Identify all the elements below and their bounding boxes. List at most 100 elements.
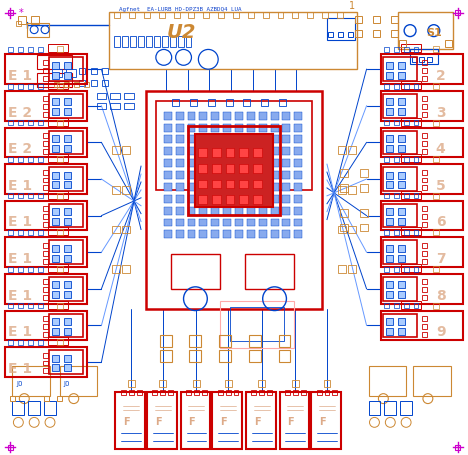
Bar <box>211 159 219 167</box>
Bar <box>43 360 48 365</box>
Bar <box>112 226 120 233</box>
Bar <box>386 281 393 288</box>
Bar <box>355 16 362 23</box>
Bar <box>52 182 59 188</box>
Bar <box>279 99 286 106</box>
Bar <box>414 267 418 272</box>
Bar <box>54 81 59 86</box>
Bar <box>398 208 405 215</box>
Bar <box>164 147 172 155</box>
Bar <box>114 12 120 18</box>
Bar <box>223 218 231 227</box>
Bar <box>433 83 439 89</box>
Bar <box>259 218 267 227</box>
Bar <box>91 68 96 74</box>
Bar <box>340 223 348 232</box>
Bar <box>43 332 48 337</box>
Bar <box>43 251 48 256</box>
Bar <box>188 230 196 238</box>
Bar <box>37 84 43 89</box>
Bar <box>31 16 39 24</box>
Bar <box>110 12 357 69</box>
Bar <box>259 390 264 395</box>
Bar <box>211 136 219 143</box>
Bar <box>8 10 13 15</box>
Bar <box>176 218 183 227</box>
Bar <box>338 32 344 37</box>
Bar <box>340 184 348 192</box>
Bar <box>52 245 59 252</box>
Bar <box>129 12 135 18</box>
Bar <box>146 91 322 308</box>
Text: *: * <box>18 8 23 18</box>
Bar <box>283 124 290 131</box>
Bar <box>43 353 48 358</box>
Bar <box>57 156 63 162</box>
Bar <box>394 157 399 162</box>
Bar <box>44 396 49 401</box>
Bar <box>65 245 71 252</box>
Bar <box>391 30 398 37</box>
Bar <box>455 445 460 450</box>
Bar <box>176 159 183 167</box>
Bar <box>381 127 462 157</box>
Bar <box>43 76 48 81</box>
Bar <box>37 157 43 162</box>
Bar <box>248 12 254 18</box>
Bar <box>301 390 306 395</box>
Bar <box>172 99 179 106</box>
Bar <box>43 222 48 227</box>
Bar <box>138 35 144 47</box>
Bar <box>43 141 48 146</box>
Bar <box>18 230 23 235</box>
Bar <box>43 279 48 284</box>
Bar <box>188 159 196 167</box>
Text: E 1: E 1 <box>8 289 33 303</box>
Bar <box>57 303 63 308</box>
Bar <box>153 390 157 395</box>
Bar <box>414 47 418 52</box>
Bar <box>386 72 393 79</box>
Bar <box>283 218 290 227</box>
Bar <box>423 258 427 263</box>
Bar <box>381 201 462 230</box>
Bar <box>43 133 48 138</box>
Bar <box>211 147 219 155</box>
Bar <box>212 164 220 172</box>
Bar <box>212 195 220 204</box>
Bar <box>322 12 328 18</box>
Bar <box>423 68 427 73</box>
Bar <box>146 35 152 47</box>
Bar <box>398 145 405 152</box>
Bar <box>52 318 59 325</box>
Bar <box>247 183 255 191</box>
Text: 7: 7 <box>436 252 446 266</box>
Bar <box>65 318 71 325</box>
Bar <box>235 195 243 203</box>
Bar <box>124 93 134 99</box>
Bar <box>423 149 427 154</box>
Bar <box>223 159 231 167</box>
Bar <box>223 124 231 131</box>
Bar <box>384 157 389 162</box>
Bar <box>13 366 50 396</box>
Bar <box>394 120 399 125</box>
Text: F: F <box>189 417 195 427</box>
Bar <box>394 230 399 235</box>
Bar <box>283 183 290 191</box>
Bar <box>198 164 207 172</box>
Text: 4: 4 <box>436 142 446 157</box>
Bar <box>65 255 71 262</box>
Bar <box>340 209 348 217</box>
Bar <box>52 69 62 77</box>
Bar <box>234 390 239 395</box>
Bar <box>8 445 13 450</box>
Bar <box>373 16 380 23</box>
Bar <box>43 206 48 211</box>
Bar <box>394 84 399 89</box>
Bar <box>386 208 393 215</box>
Bar <box>240 180 249 188</box>
Bar <box>294 147 302 155</box>
Bar <box>43 243 48 248</box>
Bar <box>176 171 183 179</box>
